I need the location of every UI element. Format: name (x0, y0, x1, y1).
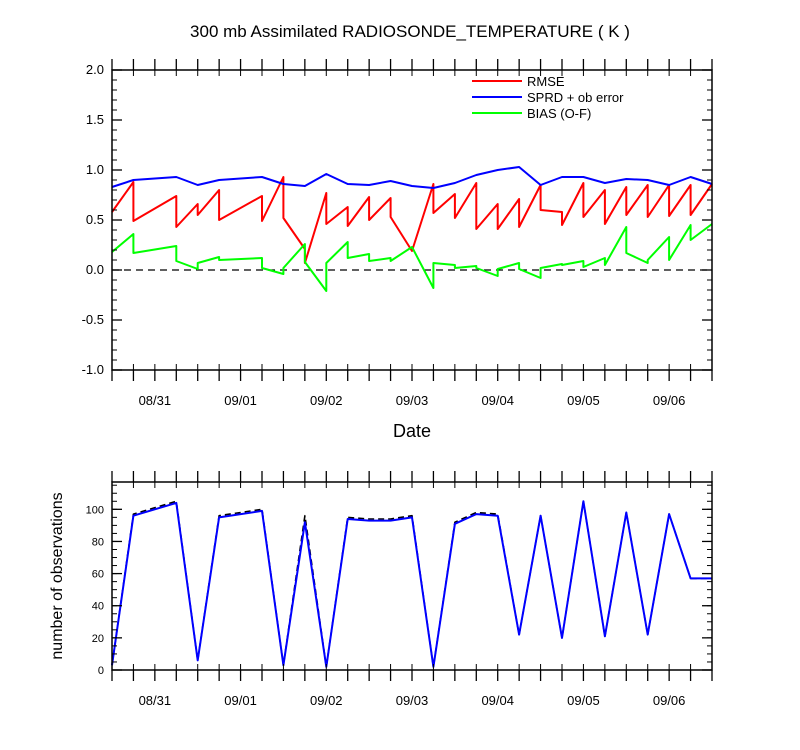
x-tick-label: 09/05 (567, 393, 600, 408)
x-tick-label: 09/01 (224, 393, 257, 408)
legend: RMSE SPRD + ob error BIAS (O-F) (472, 74, 624, 121)
bottom-series-lines (111, 500, 712, 668)
x-tick-label: 09/04 (481, 393, 514, 408)
series-line-assimilated (111, 500, 712, 668)
x-tick-label: 08/31 (139, 693, 172, 708)
top-series-lines (111, 166, 713, 292)
y-tick-label: 0.0 (86, 262, 104, 277)
y-tick-label: -1.0 (82, 362, 104, 377)
y-tick-label: 80 (92, 536, 104, 548)
y-tick-label: 40 (92, 601, 104, 613)
bottom-y-axis-label: number of observations (49, 492, 66, 659)
y-tick-label: 1.5 (86, 112, 104, 127)
top-chart: 2.0 1.5 1.0 0.5 0.0 -0.5 -1.0 08/31 09/01 09/02 09… (82, 59, 713, 441)
bottom-plot-frame (111, 481, 713, 671)
legend-label-bias: BIAS (O-F) (527, 106, 591, 121)
top-axis-ticks: 2.0 1.5 1.0 0.5 0.0 -0.5 -1.0 08/31 09/01 09/02 09… (82, 59, 713, 408)
series-line-rmse (111, 176, 713, 264)
top-plot-frame (111, 69, 713, 371)
legend-label-rmse: RMSE (527, 74, 565, 89)
legend-label-sprd: SPRD + ob error (527, 90, 624, 105)
series-line-bias-o-f (111, 223, 713, 292)
x-tick-label: 09/05 (567, 693, 600, 708)
x-tick-label: 09/06 (653, 693, 686, 708)
x-tick-label: 08/31 (139, 393, 172, 408)
y-tick-label: 100 (86, 504, 104, 516)
chart-title: 300 mb Assimilated RADIOSONDE_TEMPERATUR… (190, 22, 630, 41)
x-tick-label: 09/02 (310, 693, 343, 708)
y-tick-label: 60 (92, 569, 104, 581)
x-tick-label: 09/06 (653, 393, 686, 408)
y-tick-label: 1.0 (86, 162, 104, 177)
series-line-possible (111, 500, 712, 668)
series-line-sprd-ob-error (111, 166, 713, 189)
x-tick-label: 09/04 (481, 693, 514, 708)
x-tick-label: 09/01 (224, 693, 257, 708)
bottom-axis-ticks: 0 20 40 60 80 100 08/31 09/01 09/02 09/03 09/04 09/… (86, 471, 713, 708)
y-tick-label: 0 (98, 665, 104, 677)
x-tick-label: 09/02 (310, 393, 343, 408)
top-x-axis-label: Date (393, 421, 431, 441)
y-tick-label: 2.0 (86, 62, 104, 77)
y-tick-label: 20 (92, 633, 104, 645)
y-tick-label: 0.5 (86, 212, 104, 227)
x-tick-label: 09/03 (396, 693, 429, 708)
bottom-chart: 0 20 40 60 80 100 08/31 09/01 09/02 09/03 09/04 09/… (49, 471, 713, 708)
y-tick-label: -0.5 (82, 312, 104, 327)
x-tick-label: 09/03 (396, 393, 429, 408)
